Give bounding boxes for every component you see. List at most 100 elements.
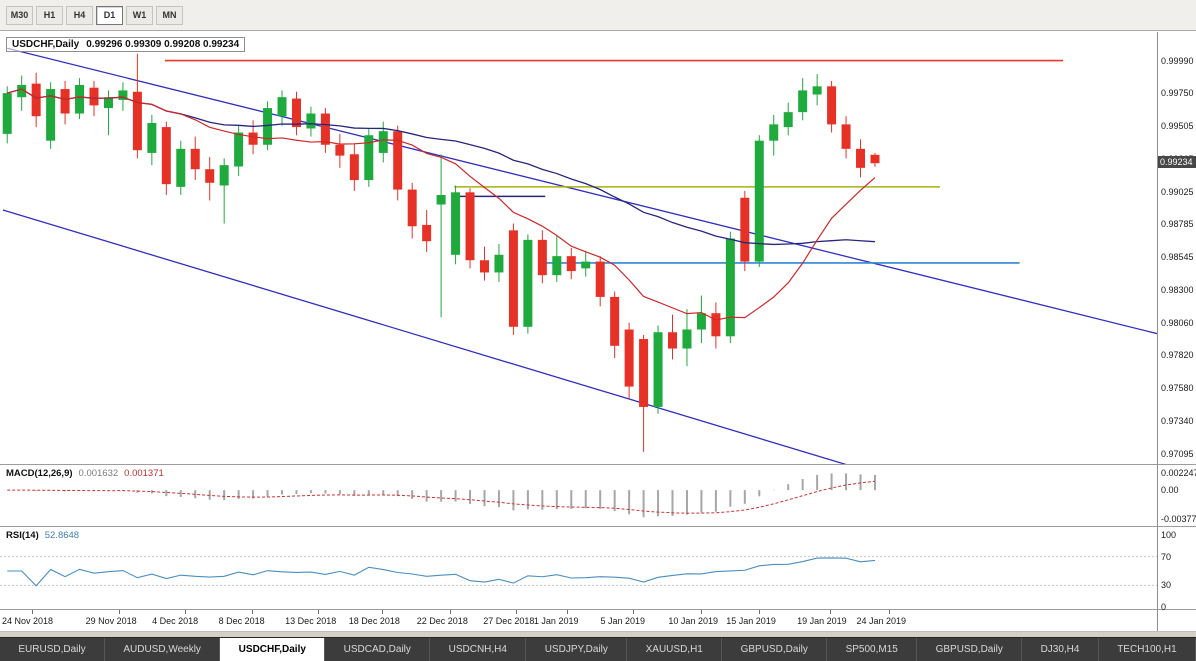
chart-tab-audusd-weekly[interactable]: AUDUSD,Weekly [105,638,221,661]
candlestick [176,140,186,196]
chart-tab-gbpusd-daily[interactable]: GBPUSD,Daily [722,638,828,661]
timeframe-button-m30[interactable]: M30 [6,5,33,25]
date-tick-mark [449,610,451,614]
chart-tab-usdcad-daily[interactable]: USDCAD,Daily [325,638,431,661]
price-axis-label: 0.97820 [1161,350,1194,361]
candlestick [103,90,113,136]
chart-tab-usdchf-daily[interactable]: USDCHF,Daily [220,638,326,661]
candlestick [508,223,518,335]
price-axis-label: 0.97580 [1161,382,1194,393]
panel-separator[interactable] [0,464,1196,465]
date-axis-label: 5 Jan 2019 [600,616,645,626]
price-axis-label: 0.97340 [1161,415,1194,426]
date-axis-label: 24 Jan 2019 [856,616,906,626]
candlestick [349,143,359,191]
channel-trendline[interactable] [2,209,853,464]
chart-tab-usdjpy-daily[interactable]: USDJPY,Daily [526,638,628,661]
date-axis-label: 22 Dec 2018 [416,616,468,626]
rsi-axis-label: 70 [1161,551,1172,562]
candlestick [364,128,374,187]
candlestick [870,153,880,167]
candlestick [31,72,41,128]
candlestick [335,133,345,168]
candlestick [190,136,200,181]
timeframe-button-w1[interactable]: W1 [126,5,153,25]
chart-tab-usdcnh-h4[interactable]: USDCNH,H4 [430,638,527,661]
chart-tab-tech100-h1[interactable]: TECH100,H1 [1099,638,1196,661]
candlestick [451,185,461,265]
candlestick [624,322,634,399]
candlestick [479,246,489,281]
macd-axis-label: 0.002247 [1161,468,1196,479]
price-axis-label: 0.98060 [1161,317,1194,328]
chart-tab-dj30-h4[interactable]: DJ30,H4 [1022,638,1099,661]
candlestick [219,158,229,224]
candlestick [610,291,620,359]
candlestick [118,82,128,111]
chart-tabbar: EURUSD,Daily AUDUSD,Weekly USDCHF,Daily USD… [0,637,1196,661]
date-axis[interactable]: 24 Nov 2018 29 Nov 2018 4 Dec 2018 8 Dec 20… [0,610,1157,631]
date-axis-label: 15 Jan 2019 [726,616,776,626]
candlestick [320,108,330,153]
panel-separator[interactable] [0,526,1196,527]
rsi-axis-label: 30 [1161,580,1172,591]
date-axis-label: 13 Dec 2018 [285,616,337,626]
current-price-badge: 0.99234 [1158,156,1196,169]
date-tick-mark [251,610,253,614]
timeframe-button-d1[interactable]: D1 [96,5,123,25]
chart-symbol-title: USDCHF,Daily [12,39,80,50]
rsi-indicator-canvas[interactable] [0,527,1157,609]
candlestick [725,231,735,344]
macd-label-box: MACD(12,26,9) 0.001632 0.001371 [6,468,164,479]
candlestick [205,156,215,201]
candlestick [161,121,171,196]
date-tick-mark [185,610,187,614]
candlestick [378,121,388,163]
date-axis-label: 10 Jan 2019 [668,616,718,626]
date-tick-mark [633,610,635,614]
rsi-label-box: RSI(14) 52.8648 [6,530,79,541]
chart-ohlc-values: 0.99296 0.99309 0.99208 0.99234 [86,39,240,50]
candlestick [639,334,649,452]
price-axis-label: 0.99025 [1161,186,1194,197]
date-tick-mark [701,610,703,614]
candlestick [75,78,85,119]
candlestick [856,139,866,178]
chart-tab-eurusd-daily[interactable]: EURUSD,Daily [0,638,105,661]
chart-tab-gbpusd-daily[interactable]: GBPUSD,Daily [917,638,1023,661]
timeframe-buttons: M30 H1 H4 D1 W1 MN [6,5,183,25]
macd-indicator-canvas[interactable] [0,465,1157,526]
timeframe-button-h4[interactable]: H4 [66,5,93,25]
candlestick [2,86,12,144]
macd-indicator-label: MACD(12,26,9) [6,468,73,479]
timeframe-button-mn[interactable]: MN [156,5,183,25]
macd-main-value: 0.001632 [78,468,119,479]
date-axis-label: 18 Dec 2018 [348,616,400,626]
candlestick [754,135,764,268]
candlestick [277,90,287,126]
timeframe-toolbar: M30 H1 H4 D1 W1 MN [0,0,1196,31]
chart-title-box: USDCHF,Daily 0.99296 0.99309 0.99208 0.9… [6,37,246,52]
price-axis-label: 0.97095 [1161,448,1194,459]
price-axis-label: 0.98545 [1161,251,1194,262]
candlestick [552,235,562,282]
candlestick [696,295,706,344]
candlestick [494,243,504,282]
chart-tab-xauusd-h1[interactable]: XAUUSD,H1 [627,638,723,661]
candlestick [393,125,403,201]
candlestick [407,182,417,239]
candlestick [465,188,475,269]
rsi-axis-label: 0 [1161,602,1167,612]
timeframe-button-h1[interactable]: H1 [36,5,63,25]
date-tick-mark [759,610,761,614]
candlestick [60,80,70,125]
channel-trendline[interactable] [7,47,1157,335]
candlestick [827,80,837,133]
date-axis-label: 8 Dec 2018 [218,616,265,626]
candlestick [581,250,591,277]
rsi-value: 52.8648 [44,530,80,541]
price-axis-label: 0.99990 [1161,55,1194,66]
price-chart-canvas[interactable] [0,32,1157,464]
chart-tab-sp500-m15[interactable]: SP500,M15 [827,638,918,661]
